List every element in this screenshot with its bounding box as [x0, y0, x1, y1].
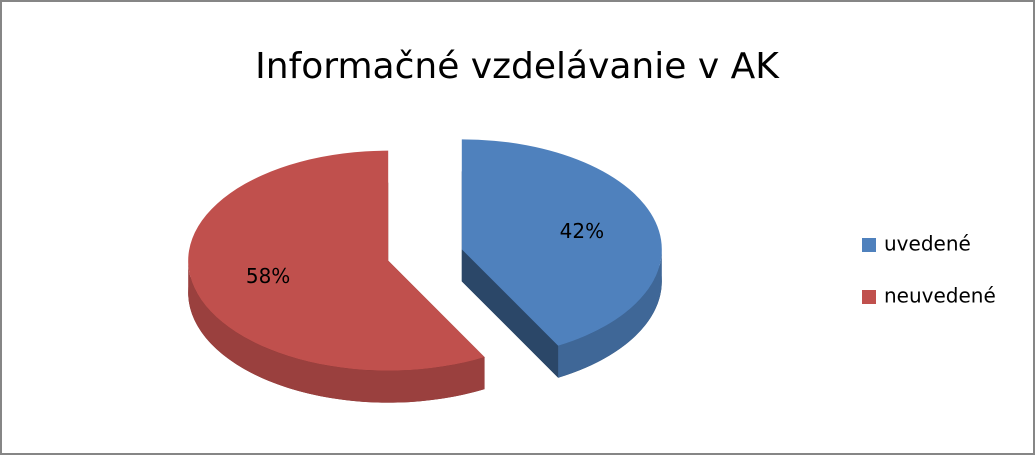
slice — [461, 139, 662, 346]
slice-side — [558, 249, 662, 378]
slice — [188, 150, 485, 371]
data-label: 42% — [560, 219, 604, 243]
slice-side — [188, 260, 485, 403]
chart-title: Informačné vzdelávanie v AK — [255, 46, 780, 87]
data-label: 58% — [246, 264, 290, 288]
legend-label: uvedené — [884, 232, 971, 256]
legend-label: neuvedené — [884, 284, 996, 308]
legend-swatch — [862, 238, 876, 252]
slice-edge — [461, 249, 559, 378]
legend-swatch — [862, 290, 876, 304]
